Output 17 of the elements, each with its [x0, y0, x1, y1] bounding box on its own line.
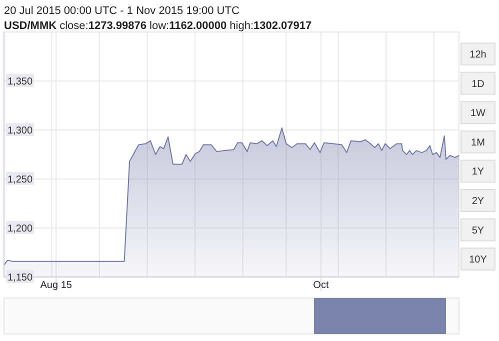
x-tick-label: Aug 15 [40, 280, 72, 291]
text: 2Y [472, 196, 484, 207]
y-tick-label: 1,200 [7, 224, 33, 234]
y-tick-label: 1,150 [7, 272, 33, 284]
text: 5Y [472, 225, 484, 236]
text: 10Y [469, 254, 488, 266]
y-tick-label: 1,350 [7, 76, 33, 88]
text: 1W [470, 108, 486, 120]
y-tick-label: 1,300 [7, 126, 33, 136]
text: 1D [472, 78, 484, 90]
text: 1Y [472, 166, 484, 178]
y-tick-label: 1,250 [7, 174, 33, 186]
chart-subtitle: USD/MMK close:1273.99876 low:1162.00000 high:1302.07917 [4, 20, 312, 32]
text: 1M [471, 137, 485, 148]
text: 12h [470, 50, 486, 60]
chart-title: 20 Jul 2015 00:00 UTC - 1 Nov 2015 19:00 UTC [4, 5, 240, 17]
x-tick-label: Oct [313, 280, 329, 291]
